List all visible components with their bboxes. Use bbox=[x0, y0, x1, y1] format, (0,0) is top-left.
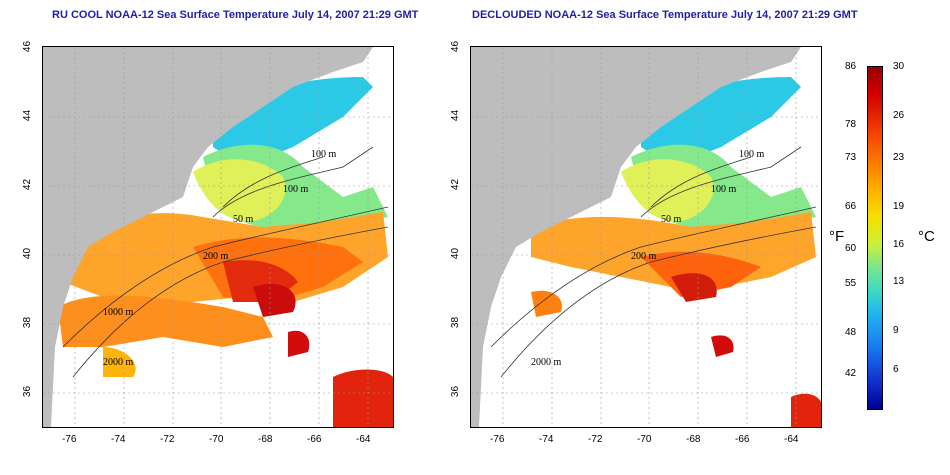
y-tick-label: 36 bbox=[450, 385, 462, 398]
x-tick-label: -76 bbox=[490, 434, 505, 445]
contour-label: 200 m bbox=[631, 251, 657, 262]
y-tick-label: 42 bbox=[22, 178, 34, 191]
x-tick-label: -70 bbox=[637, 434, 652, 445]
colorbar-f-tick: 55 bbox=[845, 278, 857, 289]
map-title-left: RU COOL NOAA-12 Sea Surface Temperature … bbox=[52, 9, 419, 21]
colorbar-c-tick: 23 bbox=[893, 152, 905, 163]
y-tick-label: 38 bbox=[450, 316, 462, 329]
land-mass bbox=[43, 47, 373, 427]
y-tick-label: 44 bbox=[450, 109, 462, 122]
colorbar-f-tick: 73 bbox=[845, 152, 857, 163]
x-tick-label: -72 bbox=[588, 434, 603, 445]
contour-label: 100 m bbox=[739, 149, 765, 160]
colorbar-c-tick: 6 bbox=[893, 364, 899, 375]
land-mass bbox=[471, 47, 801, 427]
colorbar-f-tick: 48 bbox=[845, 327, 857, 338]
contour-label: 200 m bbox=[203, 251, 229, 262]
y-tick-label: 44 bbox=[22, 109, 34, 122]
x-tick-label: -74 bbox=[111, 434, 126, 445]
x-tick-label: -70 bbox=[209, 434, 224, 445]
fahrenheit-unit-label: °F bbox=[829, 228, 845, 245]
y-tick-label: 42 bbox=[450, 178, 462, 191]
x-tick-label: -68 bbox=[258, 434, 273, 445]
y-tick-label: 46 bbox=[450, 40, 462, 53]
y-tick-label: 40 bbox=[22, 247, 34, 260]
contour-label: 100 m bbox=[283, 184, 309, 195]
colorbar-f-tick: 78 bbox=[845, 119, 857, 130]
celsius-unit-label: °C bbox=[918, 228, 935, 245]
x-tick-label: -66 bbox=[735, 434, 750, 445]
sst-map-panel-left: 100 m 100 m 50 m 200 m 1000 m 2000 m bbox=[42, 46, 394, 428]
x-tick-label: -64 bbox=[356, 434, 371, 445]
map-title-right: DECLOUDED NOAA-12 Sea Surface Temperatur… bbox=[472, 9, 858, 21]
colorbar-c-tick: 19 bbox=[893, 201, 905, 212]
x-tick-label: -64 bbox=[784, 434, 799, 445]
x-tick-label: -76 bbox=[62, 434, 77, 445]
y-tick-label: 40 bbox=[450, 247, 462, 260]
contour-label: 100 m bbox=[711, 184, 737, 195]
sst-field bbox=[58, 77, 393, 427]
graticule bbox=[43, 47, 393, 427]
x-tick-label: -72 bbox=[160, 434, 175, 445]
contour-label: 2000 m bbox=[531, 357, 562, 368]
contour-label: 1000 m bbox=[103, 307, 134, 318]
sst-map-panel-right: 100 m 100 m 50 m 200 m 2000 m bbox=[470, 46, 822, 428]
y-tick-label: 38 bbox=[22, 316, 34, 329]
bathymetry-contours bbox=[490, 146, 817, 378]
colorbar-f-tick: 60 bbox=[845, 243, 857, 254]
colorbar-c-tick: 9 bbox=[893, 325, 899, 336]
colorbar-c-tick: 13 bbox=[893, 276, 905, 287]
colorbar-c-tick: 16 bbox=[893, 239, 905, 250]
y-tick-label: 36 bbox=[22, 385, 34, 398]
graticule bbox=[471, 47, 821, 427]
colorbar-f-tick: 86 bbox=[845, 61, 857, 72]
x-tick-label: -68 bbox=[686, 434, 701, 445]
colorbar-c-tick: 26 bbox=[893, 110, 905, 121]
colorbar-f-tick: 42 bbox=[845, 368, 857, 379]
x-tick-label: -74 bbox=[539, 434, 554, 445]
bathymetry-contours bbox=[62, 146, 389, 378]
colorbar-f-tick: 66 bbox=[845, 201, 857, 212]
contour-label: 50 m bbox=[661, 214, 682, 225]
temperature-colorbar bbox=[867, 66, 883, 410]
contour-label: 100 m bbox=[311, 149, 337, 160]
contour-label: 50 m bbox=[233, 214, 254, 225]
y-tick-label: 46 bbox=[22, 40, 34, 53]
contour-label: 2000 m bbox=[103, 357, 134, 368]
x-tick-label: -66 bbox=[307, 434, 322, 445]
colorbar-c-tick: 30 bbox=[893, 61, 905, 72]
